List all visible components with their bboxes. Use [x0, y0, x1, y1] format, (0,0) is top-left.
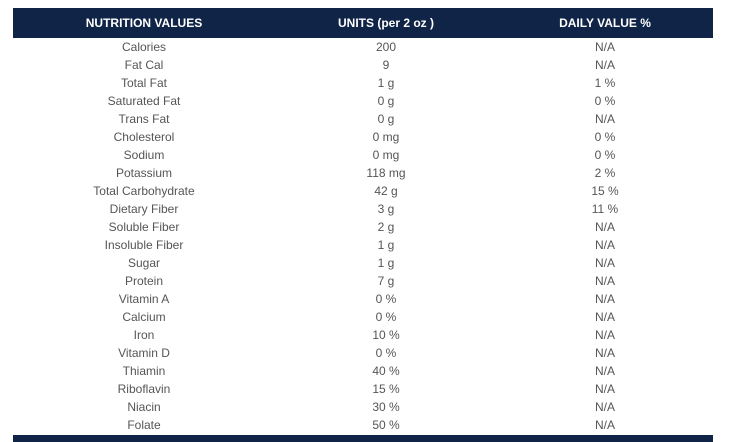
- nutrient-units: 3 g: [377, 202, 395, 216]
- nutrient-daily-value: N/A: [594, 220, 615, 234]
- nutrient-name: Riboflavin: [117, 382, 171, 396]
- nutrient-daily-value: 0 %: [594, 94, 616, 108]
- header-row: NUTRITION VALUES UNITS (per 2 oz ) DAILY…: [13, 8, 713, 38]
- nutrient-name: Calcium: [122, 310, 166, 324]
- table-row: Soluble Fiber 2 g N/A: [13, 218, 713, 236]
- nutrient-daily-value: N/A: [594, 310, 615, 324]
- nutrient-name: Iron: [133, 328, 155, 342]
- nutrient-units: 118 mg: [366, 166, 406, 180]
- nutrient-name: Niacin: [127, 400, 161, 414]
- nutrient-name: Cholesterol: [113, 130, 175, 144]
- table-header: NUTRITION VALUES UNITS (per 2 oz ) DAILY…: [13, 8, 713, 38]
- nutrient-daily-value: 11 %: [591, 202, 619, 216]
- table-row: Insoluble Fiber 1 g N/A: [13, 236, 713, 254]
- table-row: Saturated Fat 0 g 0 %: [13, 92, 713, 110]
- nutrient-units: 40 %: [372, 364, 400, 378]
- nutrient-daily-value: N/A: [594, 346, 615, 360]
- table-row: Calcium 0 % N/A: [13, 308, 713, 326]
- nutrient-daily-value: 0 %: [594, 148, 616, 162]
- nutrient-daily-value: 2 %: [594, 166, 616, 180]
- nutrient-name: Soluble Fiber: [108, 220, 180, 234]
- nutrient-name: Folate: [127, 418, 161, 432]
- nutrient-units: 15 %: [372, 382, 400, 396]
- nutrient-daily-value: N/A: [594, 382, 615, 396]
- nutrient-daily-value: N/A: [594, 418, 615, 432]
- header-daily-value: DAILY VALUE %: [497, 8, 713, 38]
- nutrition-table-container: NUTRITION VALUES UNITS (per 2 oz ) DAILY…: [13, 8, 713, 434]
- nutrient-units: 7 g: [377, 274, 395, 288]
- nutrient-daily-value: N/A: [594, 40, 615, 54]
- nutrient-units: 2 g: [377, 220, 395, 234]
- table-row: Protein 7 g N/A: [13, 272, 713, 290]
- table-row: Calories 200 N/A: [13, 38, 713, 56]
- table-row: Sugar 1 g N/A: [13, 254, 713, 272]
- table-row: Potassium 118 mg 2 %: [13, 164, 713, 182]
- nutrient-units: 0 mg: [372, 148, 400, 162]
- nutrient-units: 1 g: [377, 256, 395, 270]
- nutrient-name: Insoluble Fiber: [104, 238, 184, 252]
- nutrient-daily-value: N/A: [594, 400, 615, 414]
- table-row: Cholesterol 0 mg 0 %: [13, 128, 713, 146]
- table-row: Vitamin D 0 % N/A: [13, 344, 713, 362]
- table-body: Calories 200 N/A Fat Cal 9 N/A Total Fat 1 g 1 %…: [13, 38, 713, 434]
- table-row: Thiamin 40 % N/A: [13, 362, 713, 380]
- nutrient-units: 0 g: [377, 112, 395, 126]
- nutrient-name: Calories: [121, 40, 166, 54]
- nutrient-daily-value: 15 %: [591, 184, 619, 198]
- nutrient-name: Protein: [124, 274, 164, 288]
- nutrient-daily-value: N/A: [594, 238, 615, 252]
- table-row: Trans Fat 0 g N/A: [13, 110, 713, 128]
- nutrient-name: Potassium: [115, 166, 173, 180]
- nutrient-name: Dietary Fiber: [109, 202, 179, 216]
- nutrient-name: Fat Cal: [124, 58, 164, 72]
- table-row: Niacin 30 % N/A: [13, 398, 713, 416]
- nutrient-name: Trans Fat: [118, 112, 170, 126]
- nutrient-daily-value: N/A: [594, 112, 615, 126]
- nutrient-units: 0 %: [375, 346, 397, 360]
- nutrient-daily-value: 0 %: [594, 130, 616, 144]
- nutrient-name: Sodium: [123, 148, 165, 162]
- nutrient-name: Vitamin D: [118, 346, 170, 360]
- nutrient-daily-value: N/A: [594, 58, 615, 72]
- nutrient-units: 1 g: [377, 238, 395, 252]
- table-row: Vitamin A 0 % N/A: [13, 290, 713, 308]
- nutrient-units: 0 mg: [372, 130, 400, 144]
- table-row: Folate 50 % N/A: [13, 416, 713, 434]
- table-row: Total Fat 1 g 1 %: [13, 74, 713, 92]
- nutrient-units: 50 %: [372, 418, 400, 432]
- table-bottom-bar: [13, 435, 713, 442]
- nutrient-daily-value: N/A: [594, 292, 615, 306]
- nutrition-table: NUTRITION VALUES UNITS (per 2 oz ) DAILY…: [13, 8, 713, 434]
- table-row: Sodium 0 mg 0 %: [13, 146, 713, 164]
- nutrient-name: Total Carbohydrate: [93, 184, 195, 198]
- table-row: Total Carbohydrate 42 g 15 %: [13, 182, 713, 200]
- nutrient-units: 0 %: [375, 292, 397, 306]
- table-row: Iron 10 % N/A: [13, 326, 713, 344]
- nutrient-daily-value: N/A: [594, 364, 615, 378]
- nutrient-units: 9: [382, 58, 390, 72]
- nutrient-units: 10 %: [372, 328, 400, 342]
- nutrient-units: 0 %: [375, 310, 397, 324]
- table-row: Riboflavin 15 % N/A: [13, 380, 713, 398]
- table-row: Dietary Fiber 3 g 11 %: [13, 200, 713, 218]
- nutrient-units: 200: [375, 40, 397, 54]
- nutrient-daily-value: 1 %: [594, 76, 616, 90]
- nutrient-daily-value: N/A: [594, 274, 615, 288]
- nutrient-daily-value: N/A: [594, 256, 615, 270]
- header-nutrition-values: NUTRITION VALUES: [13, 8, 275, 38]
- nutrient-name: Vitamin A: [118, 292, 170, 306]
- table-row: Fat Cal 9 N/A: [13, 56, 713, 74]
- nutrient-daily-value: N/A: [594, 328, 615, 342]
- nutrient-units: 30 %: [372, 400, 400, 414]
- header-units: UNITS (per 2 oz ): [275, 8, 497, 38]
- nutrient-units: 42 g: [374, 184, 398, 198]
- nutrient-name: Thiamin: [122, 364, 166, 378]
- nutrient-name: Sugar: [127, 256, 161, 270]
- nutrient-name: Total Fat: [120, 76, 168, 90]
- nutrient-name: Saturated Fat: [107, 94, 181, 108]
- nutrient-units: 1 g: [377, 76, 395, 90]
- nutrient-units: 0 g: [377, 94, 395, 108]
